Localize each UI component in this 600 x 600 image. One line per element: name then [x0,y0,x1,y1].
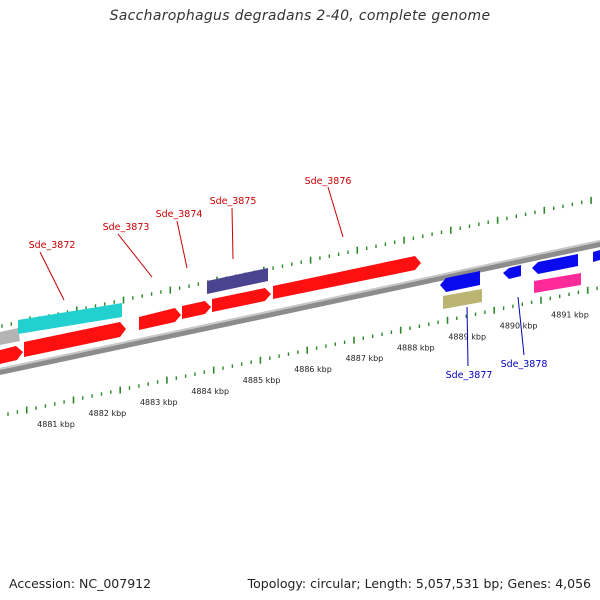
gene-reverse-blue-edge [593,250,600,262]
kbp-label: 4891 kbp [551,310,589,319]
kbp-label: 4882 kbp [89,409,127,418]
sde-3873-label: Sde_3873 [103,222,150,233]
kbp-label: 4885 kbp [243,376,281,385]
gene-sde-3878 [503,265,521,279]
gene-sde-3873 [139,308,181,330]
leader-lines [39,186,525,367]
genome-backbone-highlight [0,240,600,370]
sde-3876-label: Sde_3876 [305,176,352,187]
gene-sde-3876 [273,256,421,299]
kbp-label: 4883 kbp [140,398,178,407]
kbp-label: 4884 kbp [191,387,229,396]
gene-sde-3874 [182,301,211,319]
sde-3875-label: Sde_3875 [210,196,257,207]
kbp-label: 4890 kbp [500,321,538,330]
sde-3874-label: Sde_3874 [156,209,203,220]
feature-khaki-sde-3877 [443,289,482,309]
lower-tick-track [7,286,598,416]
accession-text: Accession: NC_007912 [9,576,152,591]
sde-3877-label: Sde_3877 [446,370,493,381]
kbp-label: 4887 kbp [346,354,384,363]
feature-pink [534,273,581,293]
kbp-label: 4886 kbp [294,365,332,374]
gene-reverse-blue-3 [532,254,578,274]
feature-cyan [18,303,122,334]
sde-3872-label: Sde_3872 [29,240,76,251]
sde-3878-label: Sde_3878 [501,359,548,370]
gene-sde-3877 [440,271,480,292]
gene-sde-3872 [24,322,126,357]
gene-sde-3875 [212,288,271,312]
map-title: Saccharophagus degradans 2-40, complete … [109,8,491,24]
kbp-label: 4881 kbp [37,420,75,429]
feature-gray [0,328,20,345]
gene-sde-3872-left [0,346,23,364]
kbp-label: 4888 kbp [397,343,435,352]
feature-purple-sde-3875 [207,268,268,294]
genome-summary-text: Topology: circular; Length: 5,057,531 bp… [247,576,591,591]
